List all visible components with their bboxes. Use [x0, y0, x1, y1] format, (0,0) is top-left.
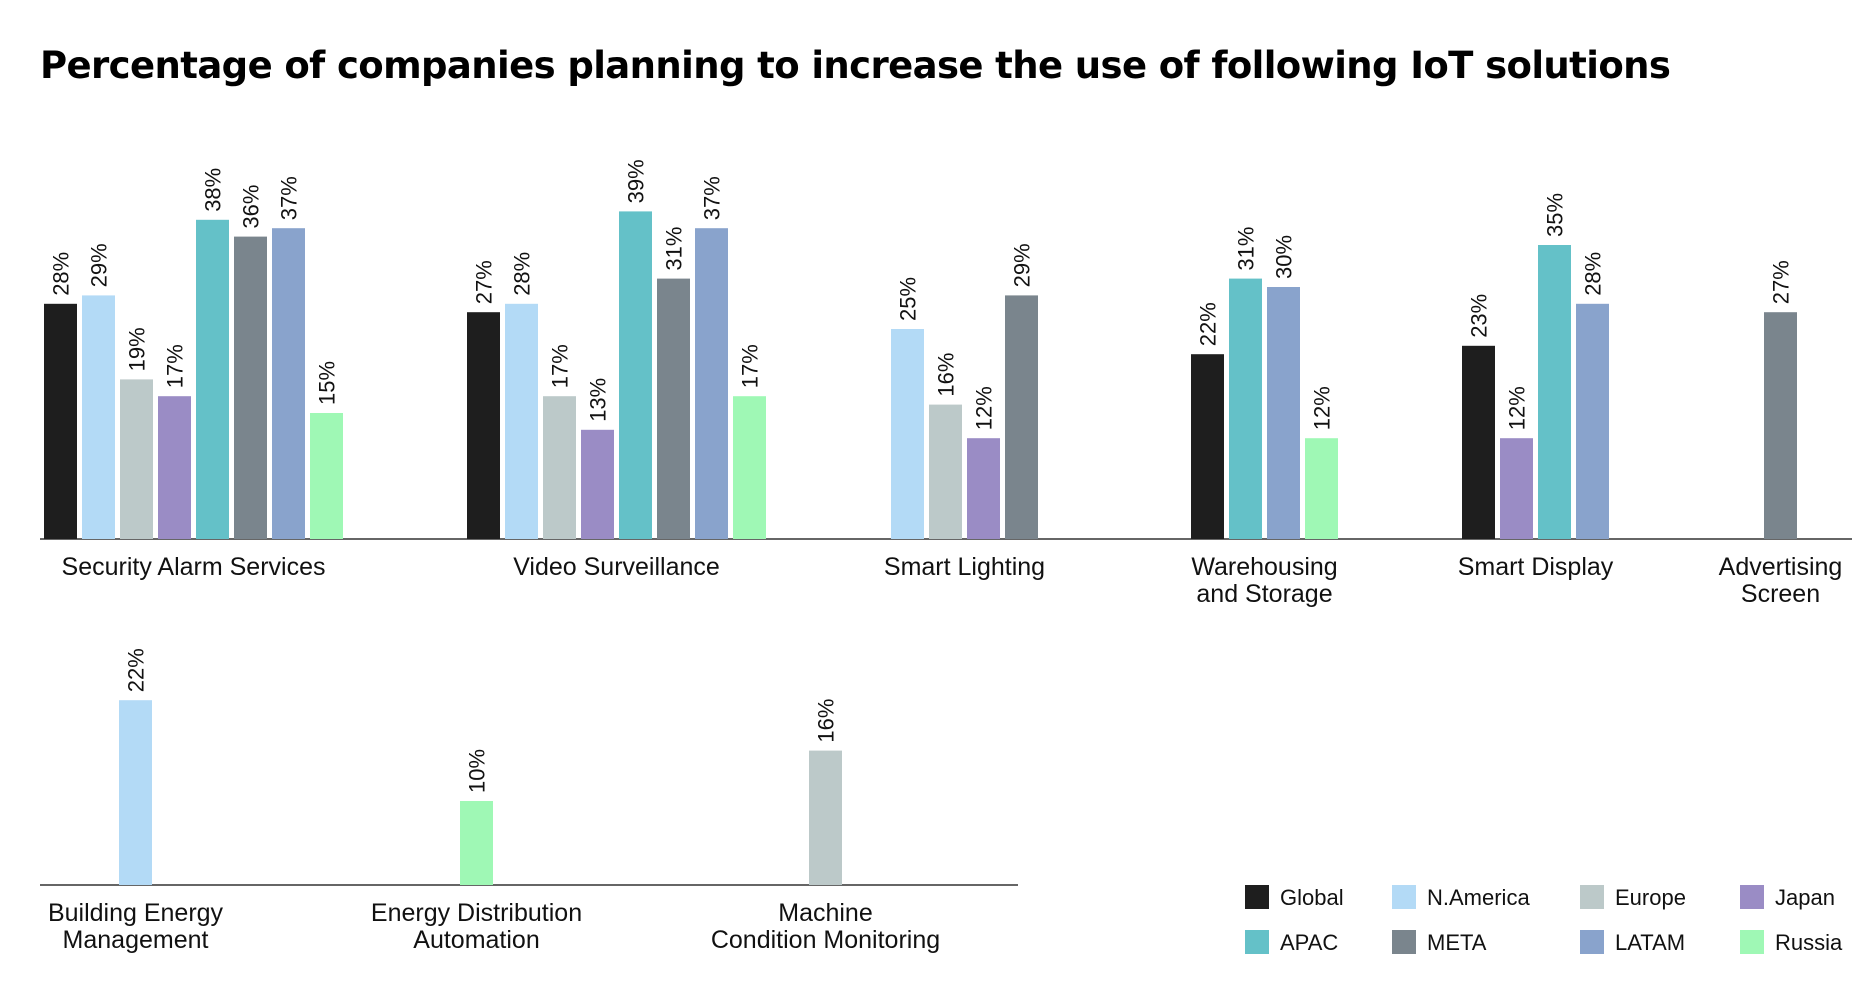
- data-label-smart-display-apac: 35%: [1543, 193, 1568, 237]
- category-label-smart-display: Smart Display: [1458, 553, 1614, 581]
- bar-video-surveillance-global: [467, 312, 500, 539]
- bar-security-alarm-services-global: [44, 303, 77, 539]
- legend-swatch-apac: [1245, 930, 1269, 954]
- data-label-video-surveillance-japan: 13%: [586, 378, 611, 422]
- category-label-building-energy-management-line-1: Building Energy: [48, 899, 224, 927]
- bar-smart-display-japan: [1500, 438, 1533, 539]
- bar-video-surveillance-apac: [619, 211, 652, 539]
- legend-label-n-america: N.America: [1427, 885, 1530, 910]
- data-label-video-surveillance-meta: 31%: [662, 227, 687, 271]
- legend-swatch-global: [1245, 885, 1269, 909]
- data-label-warehousing-and-storage-apac: 31%: [1234, 227, 1259, 271]
- data-label-advertising-screen-meta: 27%: [1769, 260, 1794, 304]
- bar-warehousing-and-storage-latam: [1267, 287, 1300, 539]
- category-label-security-alarm-services: Security Alarm Services: [62, 553, 326, 581]
- bar-security-alarm-services-n-america: [82, 295, 115, 539]
- data-label-warehousing-and-storage-global: 22%: [1196, 302, 1221, 346]
- bar-smart-lighting-meta: [1005, 295, 1038, 539]
- category-label-warehousing-and-storage-line-1: Warehousing: [1191, 553, 1337, 581]
- bar-video-surveillance-latam: [695, 228, 728, 539]
- bar-security-alarm-services-japan: [158, 396, 191, 539]
- data-label-video-surveillance-n-america: 28%: [510, 252, 535, 296]
- bar-security-alarm-services-meta: [234, 236, 267, 539]
- data-label-smart-lighting-n-america: 25%: [896, 277, 921, 321]
- bar-smart-display-apac: [1538, 245, 1571, 539]
- data-label-smart-lighting-europe: 16%: [934, 353, 959, 397]
- bar-smart-lighting-europe: [929, 404, 962, 539]
- legend-label-global: Global: [1280, 885, 1344, 910]
- data-label-video-surveillance-russia: 17%: [738, 344, 763, 388]
- legend-label-apac: APAC: [1280, 930, 1338, 955]
- legend-swatch-latam: [1580, 930, 1604, 954]
- legend-swatch-meta: [1392, 930, 1416, 954]
- category-label-energy-distribution-automation-line-2: Automation: [413, 926, 539, 954]
- data-label-video-surveillance-europe: 17%: [548, 344, 573, 388]
- bar-warehousing-and-storage-russia: [1305, 438, 1338, 539]
- legend-swatch-n-america: [1392, 885, 1416, 909]
- bar-video-surveillance-japan: [581, 429, 614, 539]
- data-label-smart-lighting-japan: 12%: [972, 386, 997, 430]
- category-label-energy-distribution-automation-line-1: Energy Distribution: [371, 899, 582, 927]
- legend-label-russia: Russia: [1775, 930, 1843, 955]
- data-label-video-surveillance-global: 27%: [472, 260, 497, 304]
- legend-label-latam: LATAM: [1615, 930, 1685, 955]
- data-label-smart-display-global: 23%: [1467, 294, 1492, 338]
- bar-warehousing-and-storage-global: [1191, 354, 1224, 539]
- legend-swatch-russia: [1740, 930, 1764, 954]
- data-label-security-alarm-services-russia: 15%: [315, 361, 340, 405]
- legend-label-europe: Europe: [1615, 885, 1686, 910]
- data-label-smart-display-japan: 12%: [1505, 386, 1530, 430]
- data-label-security-alarm-services-apac: 38%: [201, 168, 226, 212]
- data-label-security-alarm-services-latam: 37%: [277, 176, 302, 220]
- data-label-video-surveillance-latam: 37%: [700, 176, 725, 220]
- category-label-smart-lighting: Smart Lighting: [884, 553, 1045, 581]
- bar-smart-lighting-n-america: [891, 329, 924, 539]
- legend-swatch-japan: [1740, 885, 1764, 909]
- data-label-warehousing-and-storage-russia: 12%: [1310, 386, 1335, 430]
- data-label-security-alarm-services-meta: 36%: [239, 185, 264, 229]
- bar-building-energy-management-n-america: [119, 700, 152, 885]
- bar-energy-distribution-automation-russia: [460, 801, 493, 885]
- legend-label-meta: META: [1427, 930, 1487, 955]
- bar-security-alarm-services-europe: [120, 379, 153, 539]
- bar-warehousing-and-storage-apac: [1229, 278, 1262, 539]
- bar-video-surveillance-europe: [543, 396, 576, 539]
- category-label-advertising-screen-line-1: Advertising: [1719, 553, 1843, 581]
- chart-title: Percentage of companies planning to incr…: [40, 44, 1671, 87]
- bar-video-surveillance-russia: [733, 396, 766, 539]
- category-label-video-surveillance: Video Surveillance: [513, 553, 720, 581]
- bar-smart-lighting-japan: [967, 438, 1000, 539]
- bar-security-alarm-services-latam: [272, 228, 305, 539]
- category-label-machine-condition-monitoring-line-2: Condition Monitoring: [711, 926, 940, 954]
- data-label-energy-distribution-automation-russia: 10%: [465, 749, 490, 793]
- bar-security-alarm-services-apac: [196, 219, 229, 540]
- data-label-warehousing-and-storage-latam: 30%: [1272, 235, 1297, 279]
- category-label-machine-condition-monitoring-line-1: Machine: [778, 899, 873, 927]
- data-label-security-alarm-services-europe: 19%: [125, 327, 150, 371]
- bar-smart-display-latam: [1576, 303, 1609, 539]
- bar-advertising-screen-meta: [1764, 312, 1797, 539]
- legend-label-japan: Japan: [1775, 885, 1835, 910]
- bar-security-alarm-services-russia: [310, 413, 343, 539]
- bar-machine-condition-monitoring-europe: [809, 750, 842, 885]
- data-label-smart-display-latam: 28%: [1581, 252, 1606, 296]
- category-label-warehousing-and-storage-line-2: and Storage: [1196, 580, 1332, 608]
- data-label-building-energy-management-n-america: 22%: [124, 648, 149, 692]
- category-label-advertising-screen-line-2: Screen: [1741, 580, 1820, 608]
- legend-swatch-europe: [1580, 885, 1604, 909]
- data-label-smart-lighting-meta: 29%: [1010, 243, 1035, 287]
- data-label-security-alarm-services-japan: 17%: [163, 344, 188, 388]
- bar-smart-display-global: [1462, 345, 1495, 539]
- category-label-building-energy-management-line-2: Management: [63, 926, 209, 954]
- data-label-security-alarm-services-n-america: 29%: [87, 243, 112, 287]
- data-label-machine-condition-monitoring-europe: 16%: [814, 699, 839, 743]
- data-label-video-surveillance-apac: 39%: [624, 159, 649, 203]
- bar-video-surveillance-n-america: [505, 303, 538, 539]
- bar-video-surveillance-meta: [657, 278, 690, 539]
- data-label-security-alarm-services-global: 28%: [49, 252, 74, 296]
